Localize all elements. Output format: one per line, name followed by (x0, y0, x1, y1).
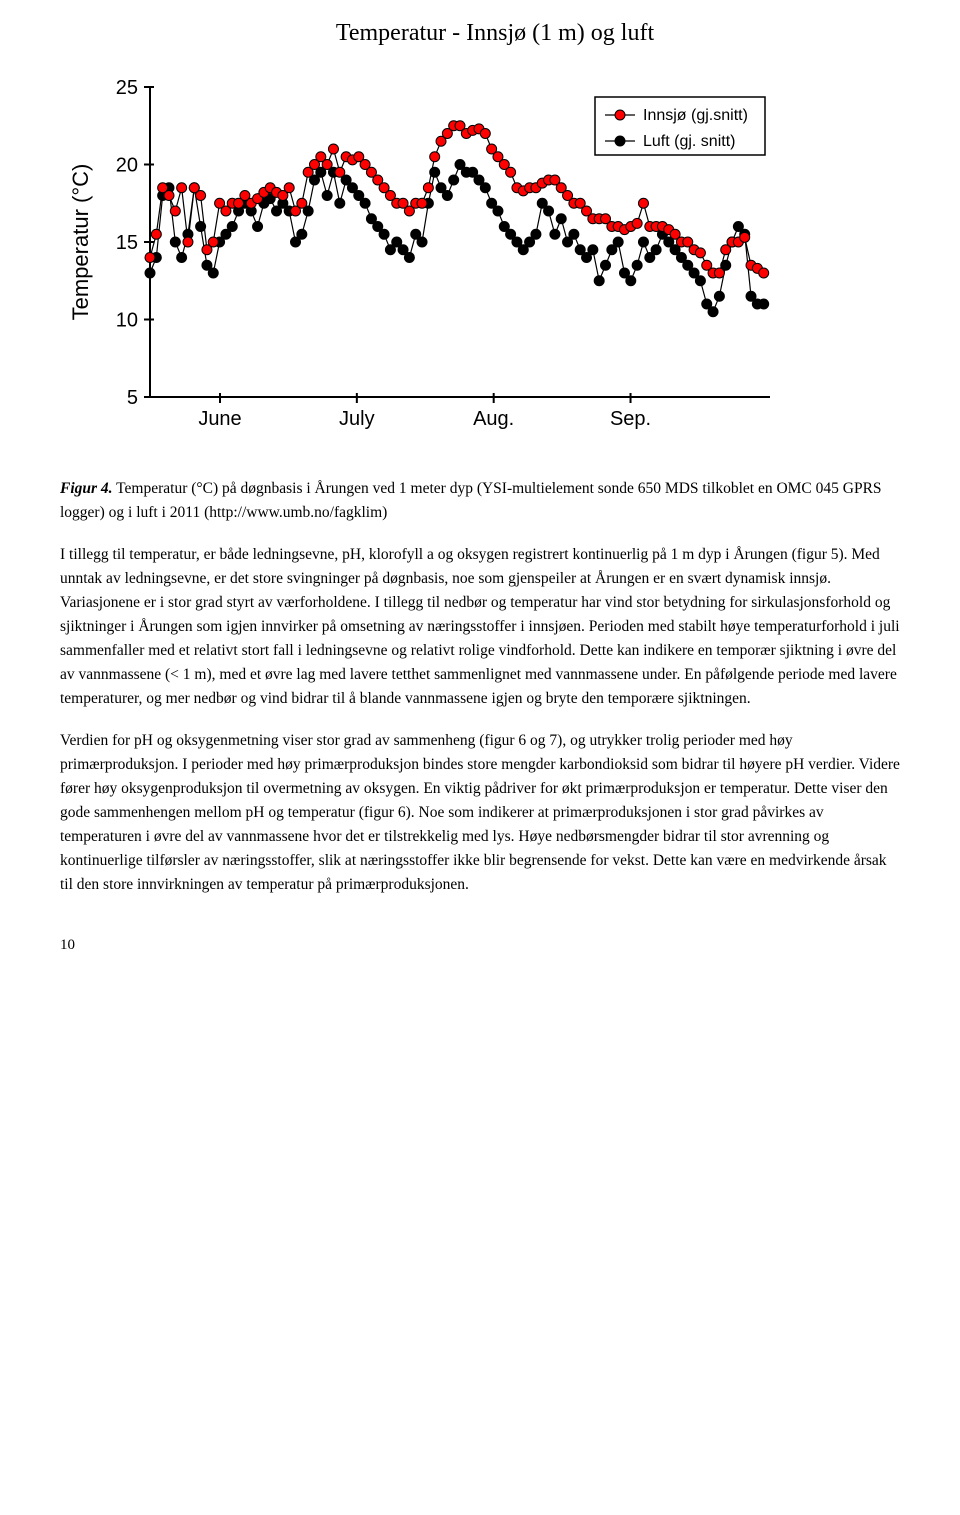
chart-title: Temperatur - Innsjø (1 m) og luft (90, 20, 900, 47)
figure-caption: Figur 4. Temperatur (°C) på døgnbasis i … (60, 477, 900, 525)
svg-text:10: 10 (116, 310, 138, 332)
chart-svg: 5 10 15 20 25 June July Aug. Sep. Temperatur (°C)… (60, 67, 780, 447)
paragraph-2: Verdien for pH og oksygenmetning viser s… (60, 729, 900, 897)
svg-text:15: 15 (116, 232, 138, 254)
svg-text:Innsjø (gj.snitt): Innsjø (gj.snitt) (643, 107, 748, 124)
svg-text:Temperatur (°C): Temperatur (°C) (68, 164, 93, 321)
chart: 5 10 15 20 25 June July Aug. Sep. Temperatur (°C)… (60, 67, 780, 447)
page-container: Temperatur - Innsjø (1 m) og luft 5 10 15 2… (0, 0, 960, 994)
paragraph-1: I tillegg til temperatur, er både lednin… (60, 543, 900, 711)
figure-label: Figur 4. (60, 480, 113, 497)
svg-text:20: 20 (116, 155, 138, 177)
svg-text:July: July (339, 408, 375, 430)
svg-text:5: 5 (127, 387, 138, 409)
svg-text:Aug.: Aug. (473, 408, 514, 430)
svg-text:Sep.: Sep. (610, 408, 651, 430)
figure-caption-text: Temperatur (°C) på døgnbasis i Årungen v… (60, 480, 882, 521)
svg-text:25: 25 (116, 77, 138, 99)
svg-text:Luft (gj. snitt): Luft (gj. snitt) (643, 133, 735, 150)
svg-text:June: June (198, 408, 241, 430)
page-number: 10 (60, 937, 900, 954)
